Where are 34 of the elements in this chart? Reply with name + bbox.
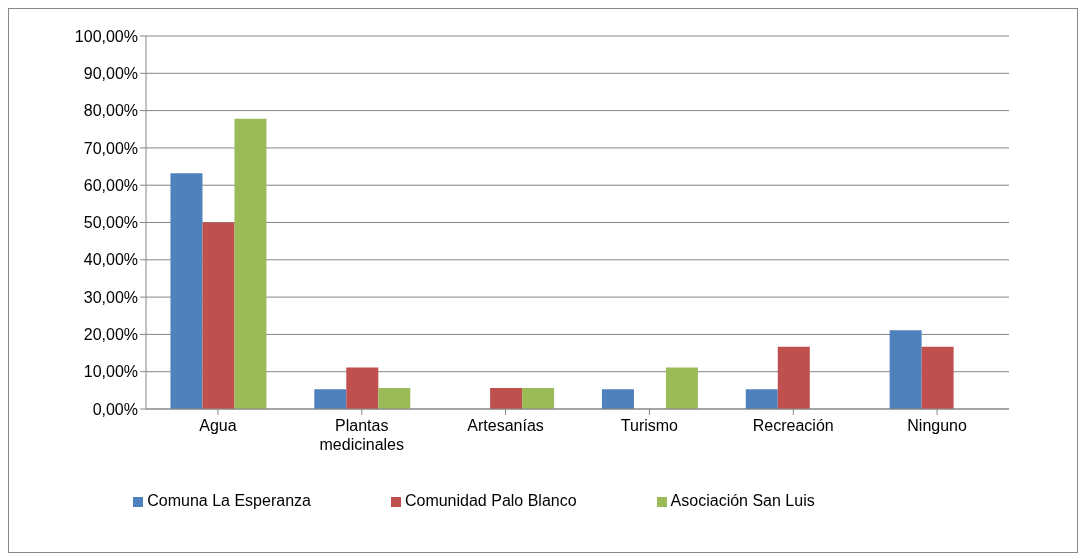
- y-tick-label: 100,00%: [74, 27, 138, 45]
- y-tick-label: 70,00%: [83, 139, 138, 157]
- legend-label: Comuna La Esperanza: [147, 492, 311, 509]
- y-tick-label: 30,00%: [83, 288, 138, 306]
- bar: [490, 388, 523, 409]
- y-tick-label: 50,00%: [83, 214, 138, 232]
- y-tick-label: 10,00%: [83, 363, 138, 381]
- x-tick-label: Agua: [199, 417, 237, 434]
- x-tick-label: Plantas medicinales: [319, 417, 404, 453]
- bar: [745, 389, 778, 409]
- x-tick-label: Ninguno: [907, 417, 967, 434]
- bar: [346, 367, 379, 409]
- bar: [202, 222, 235, 409]
- x-tick-label: Turismo: [620, 417, 679, 434]
- y-tick-label: 40,00%: [83, 251, 138, 269]
- bar: [889, 330, 922, 409]
- x-tick-label: Recreación: [752, 417, 834, 434]
- bar: [665, 367, 698, 409]
- x-tick-label: Artesanías: [467, 417, 544, 434]
- y-tick-label: 80,00%: [83, 102, 138, 120]
- y-tick-label: 20,00%: [83, 326, 138, 344]
- bar: [378, 388, 411, 409]
- y-tick-label: 60,00%: [83, 176, 138, 194]
- legend-label: Comunidad Palo Blanco: [404, 492, 577, 509]
- bar: [522, 388, 555, 409]
- bar: [921, 346, 954, 409]
- bar: [170, 173, 203, 409]
- bar: [314, 389, 347, 409]
- y-tick-label: 90,00%: [83, 64, 138, 82]
- bar: [234, 118, 267, 409]
- legend-label: Asociación San Luis: [670, 492, 815, 509]
- bar: [777, 346, 810, 409]
- bar: [601, 389, 634, 409]
- y-tick-label: 0,00%: [92, 400, 138, 418]
